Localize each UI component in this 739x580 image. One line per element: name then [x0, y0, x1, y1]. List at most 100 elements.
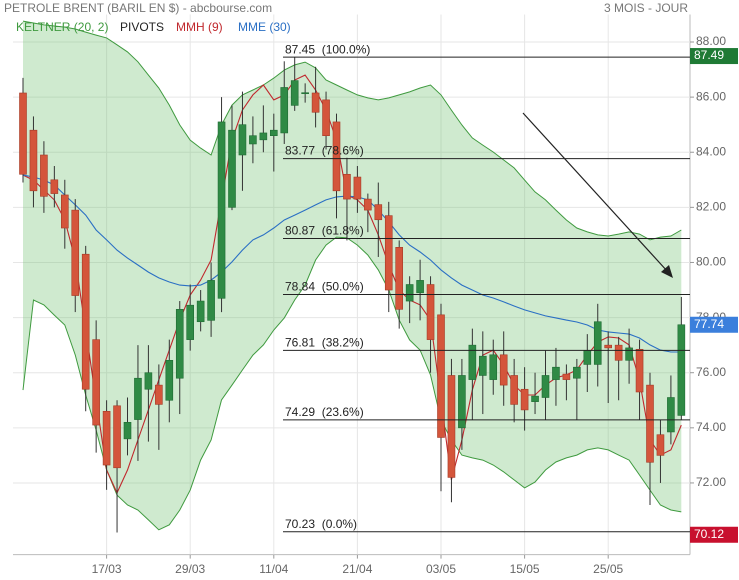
legend-entry: MME (30) [238, 20, 291, 34]
keltner-lower [22, 236, 682, 531]
candle-body [71, 209, 80, 296]
candle-body [405, 284, 414, 302]
candle-body [562, 373, 571, 380]
chart-subtitle: 3 MOIS - JOUR [604, 1, 688, 15]
chart-title: PETROLE BRENT (BARIL EN $) - abcbourse.c… [4, 1, 272, 15]
candle-body [635, 348, 644, 393]
candle-body [353, 176, 362, 200]
candle-body [510, 375, 518, 405]
price-tag-label: 77.74 [694, 317, 724, 331]
y-tick-label: 84.00 [696, 144, 726, 158]
candle-body [625, 347, 633, 361]
candle-body [113, 405, 121, 469]
indicator-line [22, 174, 682, 353]
candle-body [92, 339, 100, 426]
x-tick-label: 15/05 [510, 562, 540, 576]
indicator-line [22, 74, 682, 495]
x-tick-label: 21/04 [342, 562, 372, 576]
x-tick-label: 11/04 [259, 562, 288, 576]
candle-body [552, 366, 560, 380]
price-tag-label: 70.12 [694, 527, 724, 541]
candle-body [437, 314, 445, 438]
candle-body [155, 384, 163, 405]
candle-body [207, 280, 215, 321]
candle-body [489, 354, 498, 380]
candle-body [60, 194, 69, 229]
x-tick-label: 25/05 [593, 562, 623, 576]
candle-body [531, 395, 539, 402]
candle-body [102, 410, 111, 466]
candle-body [364, 198, 372, 211]
candle-body [301, 92, 309, 95]
trend-arrow [522, 112, 669, 273]
candle-body [332, 121, 341, 192]
candle-body [196, 300, 205, 323]
pivot-label: 80.87 (61.8%) [285, 224, 364, 238]
legend-entry: KELTNER (20, 2) [16, 20, 108, 34]
pivot-label: 74.29 (23.6%) [285, 405, 364, 419]
candle-body [573, 366, 581, 379]
y-tick-label: 88.00 [696, 34, 726, 48]
candle-body [238, 124, 247, 156]
pivot-label: 70.23 (0.0%) [285, 517, 357, 531]
candle-body [656, 434, 665, 456]
candle-body [123, 422, 132, 440]
candle-body [134, 377, 142, 420]
arrow-head [661, 265, 673, 278]
pivot-label: 83.77 (78.6%) [285, 144, 364, 158]
candle-body [186, 304, 194, 340]
candle-body [50, 179, 59, 194]
keltner-upper [22, 20, 682, 241]
candle-body [40, 154, 48, 197]
pivot-label: 78.84 (50.0%) [285, 280, 364, 294]
pivot-label: 76.81 (38.2%) [285, 336, 364, 350]
candle-body [290, 80, 299, 106]
candle-body [614, 344, 623, 361]
candle-body [19, 92, 27, 175]
top-layer: KELTNER (20, 2) PIVOTS 87.45 (100.0%) 83.77… [16, 20, 738, 543]
pivot-label: 87.45 (100.0%) [285, 42, 370, 56]
y-tick-label: 82.00 [696, 200, 726, 214]
candle-body [144, 372, 153, 390]
candle-body [259, 132, 268, 141]
candle-body [426, 284, 435, 340]
price-tag [690, 316, 738, 333]
candle-body [667, 397, 675, 433]
y-tick-label: 74.00 [696, 420, 726, 434]
price-tag-label: 87.49 [694, 48, 724, 62]
y-tick-label: 80.00 [696, 255, 726, 269]
candle-body [468, 344, 477, 380]
candle-body [217, 121, 226, 299]
candle-body [593, 321, 602, 365]
candle-body [395, 247, 404, 310]
lines-layer [22, 74, 682, 495]
price-tag [690, 526, 738, 543]
legend-entry: MMH (9) [176, 20, 223, 34]
candle-body [541, 375, 550, 398]
candle-body [520, 388, 529, 411]
candle-body [374, 204, 383, 221]
y-tick-label: 76.00 [696, 365, 726, 379]
candle-body [447, 375, 456, 478]
candle-body [228, 129, 236, 208]
x-tick-label: 17/03 [92, 562, 122, 576]
y-tick-label: 86.00 [696, 89, 726, 103]
x-tick-label: 29/03 [175, 562, 205, 576]
candle-body [677, 324, 686, 416]
y-tick-label: 72.00 [696, 475, 726, 489]
candle-body [478, 355, 487, 376]
candle-body [81, 253, 90, 390]
candle-body [343, 173, 351, 200]
candle-body [499, 354, 508, 386]
candle-body [280, 87, 289, 134]
candle-body [249, 135, 257, 145]
candle-body [416, 280, 424, 294]
candle-body [269, 129, 278, 137]
candle-body [322, 99, 330, 137]
candle-body [604, 344, 613, 349]
x-tick-label: 03/05 [426, 562, 456, 576]
candle-body [583, 350, 592, 365]
candle-body [458, 375, 466, 429]
candle-body [646, 384, 654, 463]
